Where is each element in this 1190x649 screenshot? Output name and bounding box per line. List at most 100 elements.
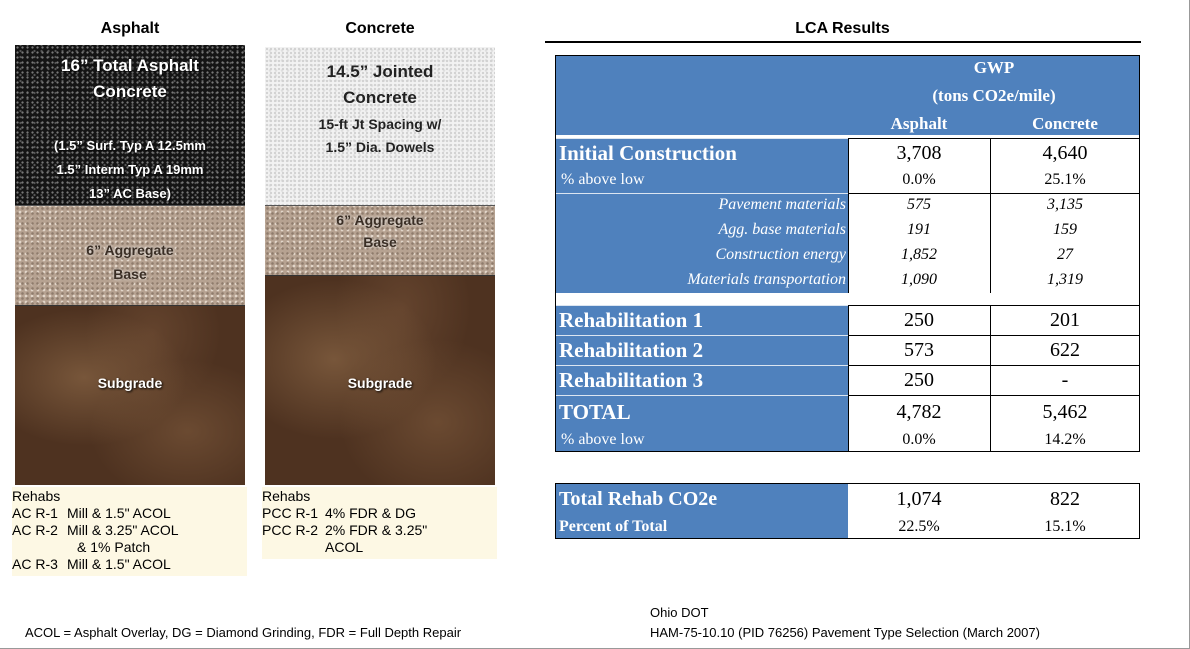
row-label-text: % above low: [561, 171, 645, 189]
value-text: 0.0%: [902, 431, 936, 449]
surface-label: Concrete: [93, 82, 167, 101]
value-text: 1,319: [1047, 271, 1083, 289]
surface-label: Concrete: [343, 88, 417, 107]
value-text: 822: [1050, 487, 1080, 510]
row-label: [555, 483, 848, 515]
surface-layer: [15, 45, 245, 205]
row-label-text: Construction energy: [715, 246, 847, 264]
source: HAM-75-10.10 (PID 76256) Pavement Type S…: [650, 625, 1040, 640]
rehab-desc: 4% FDR & DG: [325, 505, 417, 521]
surface-label: 14.5” Jointed: [326, 62, 434, 81]
value-text: 25.1%: [1044, 171, 1086, 189]
row-label-text: Rehabilitation 1: [559, 307, 704, 332]
rehab-title: Rehabs: [262, 488, 311, 504]
base-label: Base: [113, 266, 147, 282]
rehab-code: AC R-2: [12, 522, 58, 538]
value-cell: [848, 168, 990, 193]
row-label: [555, 515, 848, 539]
row-label: [555, 168, 848, 193]
value-cell: [990, 168, 1140, 193]
value-cell: [848, 305, 990, 335]
header-column: Asphalt: [890, 114, 948, 133]
row-label-text: TOTAL: [559, 399, 631, 424]
row-label-text: Materials transportation: [687, 271, 846, 289]
surface-label: 13” AC Base): [89, 186, 171, 201]
rehab-desc: Mill & 1.5" ACOL: [67, 505, 171, 521]
rehab-desc: & 1% Patch: [77, 539, 151, 555]
row-label: [555, 193, 848, 218]
rehab-box: [262, 487, 497, 559]
subgrade-label: Subgrade: [347, 375, 413, 391]
base-label: 6” Aggregate: [86, 242, 174, 258]
value-cell: [990, 193, 1140, 218]
value-cell: [990, 365, 1140, 395]
column-heading: Asphalt: [100, 20, 160, 37]
row-label-text: % above low: [561, 431, 645, 449]
rehab-code: PCC R-2: [262, 522, 319, 538]
column-heading: Concrete: [345, 20, 415, 37]
base-label: Base: [363, 234, 397, 250]
title-rule: [545, 41, 1141, 43]
rehab-desc: Mill & 1.5" ACOL: [67, 556, 171, 572]
value-text: 22.5%: [898, 517, 940, 535]
row-label: [555, 243, 848, 268]
rehab-desc: ACOL: [325, 539, 364, 555]
header-group: GWP: [973, 58, 1015, 77]
value-text: 1,852: [901, 246, 937, 264]
value-cell: [990, 395, 1140, 429]
value-cell: [990, 268, 1140, 293]
value-cell: [848, 193, 990, 218]
value-text: 250: [904, 308, 934, 331]
value-text: 15.1%: [1044, 517, 1086, 535]
value-text: 250: [904, 368, 934, 391]
rehab-desc: Mill & 3.25" ACOL: [67, 522, 179, 538]
value-cell: [990, 243, 1140, 268]
header-column: Concrete: [1032, 114, 1098, 133]
row-label-text: Rehabilitation 2: [559, 337, 704, 362]
value-text: 1,074: [896, 487, 942, 510]
row-label-text: Agg. base materials: [718, 221, 846, 239]
lca-title: LCA Results: [795, 20, 890, 37]
subgrade-label: Subgrade: [97, 375, 163, 391]
value-cell: [990, 305, 1140, 335]
base-layer: [15, 205, 245, 305]
base-layer: [265, 205, 495, 275]
value-cell: [990, 138, 1140, 168]
value-cell: [848, 335, 990, 365]
rehab-code: PCC R-1: [262, 505, 319, 521]
surface-layer: [265, 47, 495, 205]
footnote: ACOL = Asphalt Overlay, DG = Diamond Gri…: [25, 625, 462, 640]
rehab-desc: 2% FDR & 3.25": [325, 522, 428, 538]
row-label: [555, 365, 848, 395]
row-label: [555, 335, 848, 365]
row-label-text: Percent of Total: [559, 517, 668, 535]
summary-border: [555, 483, 1140, 539]
value-text: 622: [1050, 338, 1080, 361]
row-label: [555, 305, 848, 335]
value-cell: [848, 268, 990, 293]
surface-label: (1.5” Surf. Typ A 12.5mm: [54, 138, 206, 153]
value-text: 4,640: [1042, 141, 1088, 164]
row-label: [555, 395, 848, 429]
value-cell: [990, 335, 1140, 365]
row-label: [555, 268, 848, 293]
value-cell: [848, 395, 990, 429]
row-label-text: Rehabilitation 3: [559, 367, 704, 392]
value-text: 0.0%: [902, 171, 936, 189]
surface-label: 1.5” Interm Typ A 19mm: [56, 162, 204, 177]
value-cell: [848, 365, 990, 395]
value-cell: [848, 243, 990, 268]
value-cell: [848, 218, 990, 243]
surface-label: 16” Total Asphalt: [61, 56, 199, 75]
row-label: [555, 429, 848, 452]
row-label: [555, 138, 848, 168]
value-text: -: [1061, 368, 1069, 391]
value-text: 27: [1057, 246, 1073, 264]
rehab-code: AC R-1: [12, 505, 58, 521]
value-text: 575: [907, 196, 931, 214]
value-text: 573: [904, 338, 934, 361]
value-text: 3,708: [896, 141, 942, 164]
row-label: [555, 218, 848, 243]
value-text: 159: [1053, 221, 1077, 239]
